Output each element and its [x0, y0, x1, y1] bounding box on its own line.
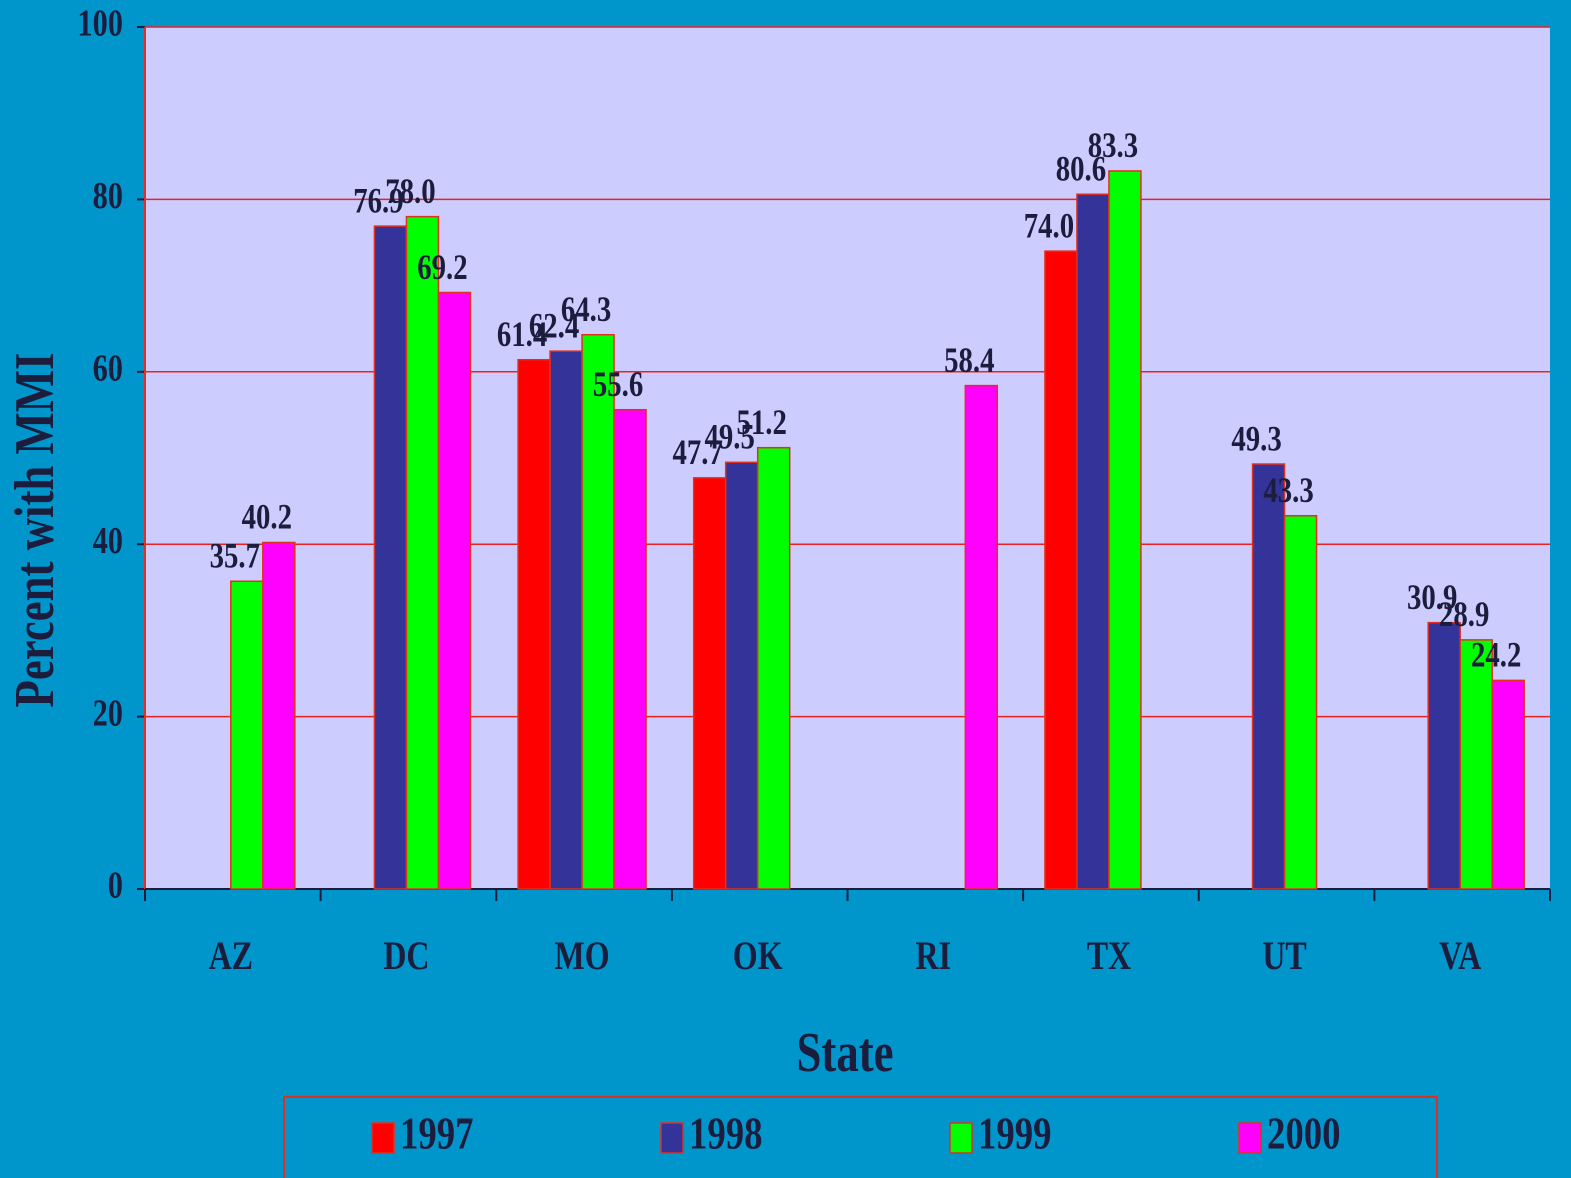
value-label: 30.9	[1407, 578, 1457, 618]
bar	[756, 446, 791, 890]
value-label: 61.4	[497, 315, 547, 355]
value-label: 62.4	[529, 306, 579, 346]
bar	[405, 215, 440, 890]
bar	[1459, 639, 1493, 890]
bar	[1491, 679, 1525, 890]
legend-label: 2000	[1267, 1109, 1341, 1160]
plot-area	[145, 27, 1550, 889]
bar	[1251, 463, 1286, 890]
y-tick-label: 80	[93, 175, 123, 217]
value-label: 51.2	[737, 403, 787, 443]
x-tick-label: UT	[1262, 934, 1306, 978]
value-label: 28.9	[1439, 595, 1489, 635]
bar	[692, 477, 727, 890]
bar	[262, 541, 296, 890]
bar	[1076, 193, 1110, 890]
legend-swatch	[371, 1122, 395, 1154]
y-tick-label: 100	[77, 3, 123, 45]
y-tick-label: 60	[93, 347, 123, 389]
bar	[581, 333, 615, 890]
value-label: 40.2	[242, 498, 292, 538]
legend-swatch	[1238, 1122, 1262, 1154]
x-axis-title: State	[796, 1021, 893, 1083]
value-label: 55.6	[593, 365, 643, 405]
legend-box	[283, 1096, 1438, 1178]
legend-swatch	[949, 1122, 973, 1154]
bar	[437, 291, 472, 890]
value-label: 64.3	[561, 290, 611, 330]
value-label: 24.2	[1471, 636, 1521, 676]
legend-swatch	[660, 1122, 684, 1154]
value-label: 49.5	[705, 418, 755, 458]
x-tick-label: MO	[555, 934, 610, 978]
bar	[1108, 170, 1142, 890]
value-label: 76.9	[353, 181, 403, 221]
legend-label: 1999	[978, 1109, 1052, 1160]
bar	[964, 384, 999, 890]
bar	[724, 461, 759, 890]
x-tick-label: VA	[1439, 934, 1481, 978]
x-tick-label: TX	[1087, 934, 1131, 978]
value-label: 43.3	[1263, 471, 1313, 511]
x-tick-label: DC	[383, 934, 429, 978]
x-tick-label: AZ	[209, 934, 253, 978]
y-tick-label: 20	[93, 692, 123, 734]
bar	[1427, 621, 1461, 890]
value-label: 58.4	[944, 341, 994, 381]
value-label: 47.7	[673, 433, 723, 473]
bar	[230, 580, 264, 890]
legend-label: 1998	[689, 1109, 763, 1160]
bar	[1283, 515, 1318, 890]
y-tick-label: 0	[108, 865, 123, 907]
bar	[613, 408, 647, 890]
value-label: 78.0	[385, 172, 435, 212]
value-label: 69.2	[417, 248, 467, 288]
legend-label: 1997	[400, 1109, 474, 1160]
y-axis-title: Percent with MMI	[3, 353, 65, 708]
x-tick-label: RI	[916, 934, 952, 978]
y-tick-label: 40	[93, 520, 123, 562]
value-label: 80.6	[1056, 150, 1106, 190]
value-label: 49.3	[1231, 419, 1281, 459]
bar	[373, 225, 408, 890]
bar	[1044, 250, 1078, 890]
value-label: 35.7	[210, 537, 260, 577]
bar	[549, 350, 583, 890]
value-label: 83.3	[1088, 126, 1138, 166]
bar	[517, 358, 551, 890]
x-tick-label: OK	[733, 934, 783, 978]
value-label: 74.0	[1024, 206, 1074, 246]
